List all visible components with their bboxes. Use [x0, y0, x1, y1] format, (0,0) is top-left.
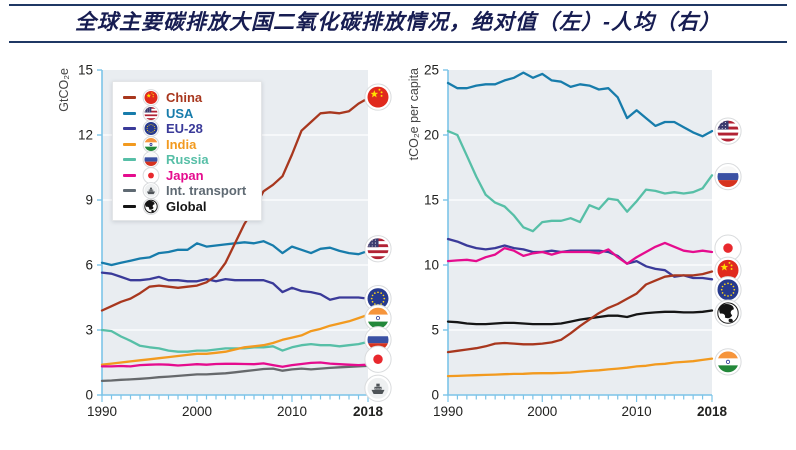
- legend-color-dash: [123, 173, 136, 177]
- chart-absolute-canvas: 0 3 6 9 12 15 1990 2000 2010 2018 GtCO₂e: [57, 63, 392, 419]
- int-transport-legend-flag-icon: [142, 182, 160, 200]
- y-tick-label: 12: [78, 128, 93, 143]
- y-tick-label: 25: [424, 63, 439, 78]
- x-tick-label: 2010: [622, 404, 652, 419]
- india-legend-flag-icon: [142, 135, 160, 153]
- usa-flag-icon: [714, 117, 742, 145]
- legend: China USA EU-28 India Russia Japan Int. transp…: [112, 81, 263, 221]
- legend-item-global: Global: [123, 197, 246, 215]
- legend-color-dash: [123, 96, 136, 100]
- series-line-usa: [446, 71, 714, 138]
- china-flag-icon: [714, 256, 742, 284]
- x-tick-label: 1990: [87, 404, 117, 419]
- series-line-int_transport: [100, 364, 370, 383]
- eu28-legend-flag-icon: [142, 120, 160, 138]
- eu28-flag-icon: [714, 276, 742, 304]
- x-tick-label: 2018: [697, 404, 728, 419]
- china-legend-flag-icon: [142, 89, 160, 107]
- russia-legend-flag-icon: [142, 151, 160, 169]
- china-flag-icon: [364, 83, 392, 111]
- legend-item-eu28: EU-28: [123, 120, 246, 138]
- header-rule-top: [9, 4, 787, 6]
- int-transport-flag-icon: [142, 182, 160, 200]
- legend-color-dash: [123, 142, 136, 146]
- series-line-eu28: [446, 237, 714, 281]
- usa-flag-icon: [364, 235, 392, 263]
- india-flag-icon: [364, 304, 392, 332]
- legend-item-label: Int. transport: [166, 183, 247, 199]
- y-tick-label: 15: [424, 193, 439, 208]
- y-tick-label: 10: [424, 258, 439, 273]
- legend-color-dash: [123, 111, 136, 115]
- header-rule-bottom: [9, 41, 787, 43]
- legend-color-dash: [123, 204, 136, 208]
- y-tick-label: 6: [85, 258, 93, 273]
- y-tick-label: 9: [85, 193, 93, 208]
- eu28-flag-icon: [142, 120, 160, 138]
- japan-flag-icon: [142, 166, 160, 184]
- x-tick-label: 2010: [277, 404, 307, 419]
- global-legend-flag-icon: [142, 197, 160, 215]
- legend-item-russia: Russia: [123, 151, 246, 169]
- series-line-india: [446, 357, 714, 378]
- x-tick-label: 2000: [527, 404, 557, 419]
- usa-flag-icon: [142, 104, 160, 122]
- y-tick-label: 5: [431, 323, 439, 338]
- legend-item-label: India: [166, 136, 197, 152]
- legend-color-dash: [123, 158, 136, 162]
- series-line-japan: [100, 361, 370, 368]
- legend-item-usa: USA: [123, 104, 246, 122]
- india-flag-icon: [142, 135, 160, 153]
- legend-item-label: China: [166, 90, 203, 106]
- chart-absolute-panel: 0 3 6 9 12 15 1990 2000 2010 2018 GtCO₂e China USA E…: [28, 55, 400, 427]
- legend-item-china: China: [123, 89, 246, 107]
- chart-percapita-panel: 0 5 10 15 20 25 1990 2000 2010 2018 tCO₂e per capi…: [396, 55, 794, 427]
- plot-area: [448, 70, 712, 395]
- y-axis-unit-label: GtCO₂e: [57, 68, 71, 112]
- y-tick-label: 3: [85, 323, 93, 338]
- legend-color-dash: [123, 189, 136, 193]
- series-line-russia: [446, 129, 714, 233]
- page-title: 全球主要碳排放大国二氧化碳排放情况，绝对值（左）-人均（右）: [75, 11, 721, 34]
- japan-legend-flag-icon: [142, 166, 160, 184]
- series-line-eu28: [100, 271, 370, 301]
- legend-item-label: EU-28: [166, 121, 203, 137]
- legend-item-india: India: [123, 135, 246, 153]
- y-axis-unit-label: tCO₂e per capita: [407, 68, 421, 160]
- series-line-global: [446, 309, 714, 326]
- global-flag-icon: [142, 197, 160, 215]
- int-transport-flag-icon: [364, 374, 392, 402]
- legend-item-label: Japan: [166, 167, 204, 183]
- series-line-china: [446, 270, 714, 354]
- legend-item-int_transport: Int. transport: [123, 182, 247, 200]
- usa-legend-flag-icon: [142, 104, 160, 122]
- japan-flag-icon: [364, 345, 392, 373]
- china-flag-icon: [142, 89, 160, 107]
- series-line-india: [100, 313, 370, 366]
- chart-percapita-canvas: 0 5 10 15 20 25 1990 2000 2010 2018 tCO₂e per capi…: [407, 63, 742, 419]
- eu28-flag-icon: [364, 284, 392, 313]
- india-flag-icon: [714, 348, 742, 376]
- y-tick-label: 15: [78, 63, 93, 78]
- y-tick-label: 0: [85, 388, 93, 403]
- global-flag-icon: [714, 299, 742, 327]
- y-tick-label: 0: [431, 388, 439, 403]
- legend-color-dash: [123, 127, 136, 131]
- series-line-japan: [446, 241, 714, 265]
- x-tick-label: 2018: [353, 404, 384, 419]
- x-tick-label: 1990: [433, 404, 463, 419]
- legend-item-japan: Japan: [123, 166, 246, 184]
- legend-item-label: USA: [166, 105, 194, 121]
- legend-item-label: Global: [166, 198, 207, 214]
- legend-item-label: Russia: [166, 152, 209, 168]
- russia-flag-icon: [142, 151, 160, 169]
- x-tick-label: 2000: [182, 404, 212, 419]
- series-line-china: [100, 97, 370, 312]
- y-tick-label: 20: [424, 128, 439, 143]
- russia-flag-icon: [714, 162, 742, 191]
